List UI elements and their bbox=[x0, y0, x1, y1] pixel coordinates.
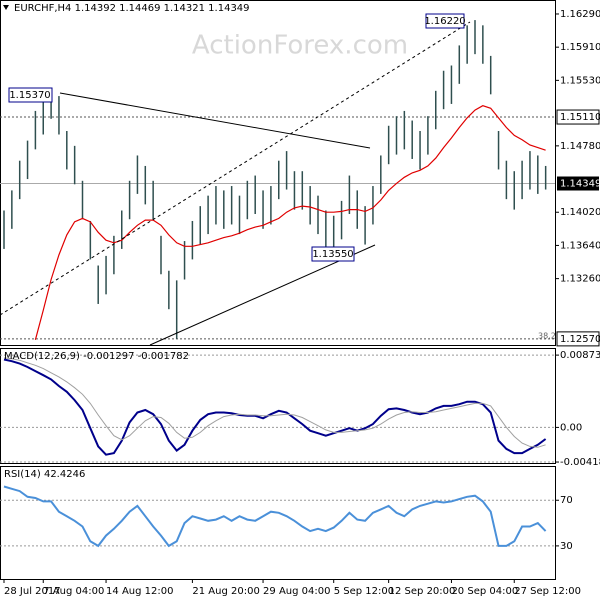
panel-frame bbox=[0, 466, 556, 580]
annotation: 1.13550 bbox=[312, 249, 353, 260]
panel-title: MACD(12,26,9) -0.001297 -0.001782 bbox=[4, 351, 189, 362]
watermark: ActionForex.com bbox=[192, 31, 408, 61]
y-tick-label: 1.13260 bbox=[560, 274, 600, 285]
dropdown-icon bbox=[3, 5, 9, 10]
annotation: 1.15370 bbox=[9, 90, 50, 101]
x-tick-label: 7 Aug 04:00 bbox=[43, 586, 104, 597]
annotation: 1.16220 bbox=[424, 16, 465, 27]
line bbox=[3, 357, 546, 448]
current-price-box bbox=[557, 176, 599, 191]
panel-title: RSI(14) 42.4246 bbox=[4, 469, 85, 480]
y-tick-label: 30 bbox=[560, 541, 573, 552]
x-tick-label: 27 Sep 12:00 bbox=[514, 586, 581, 597]
y-tick-label: 1.15530 bbox=[560, 75, 600, 86]
x-tick-label: 5 Sep 12:00 bbox=[334, 586, 394, 597]
y-tick-label: -0.004184 bbox=[560, 457, 600, 468]
line bbox=[34, 105, 546, 340]
y-tick-label: 0.00 bbox=[560, 422, 582, 433]
line bbox=[3, 485, 547, 548]
channel-line bbox=[0, 21, 471, 316]
x-tick-label: 14 Aug 12:00 bbox=[106, 586, 173, 597]
y-tick-label: 1.16290 bbox=[560, 9, 600, 20]
x-tick-label: 12 Sep 20:00 bbox=[389, 586, 456, 597]
y-tick-label: 0.008732 bbox=[560, 350, 600, 361]
annotation-box bbox=[425, 13, 465, 29]
level-box bbox=[556, 331, 600, 347]
y-tick-label: 1.14780 bbox=[560, 141, 600, 152]
x-tick-label: 21 Aug 20:00 bbox=[192, 586, 259, 597]
chart-title: EURCHF,H4 1.14392 1.14469 1.14321 1.1434… bbox=[14, 3, 250, 14]
y-tick-label: 1.13640 bbox=[560, 240, 600, 251]
x-tick-label: 28 Jul 2017 bbox=[4, 586, 61, 597]
y-tick-label: 1.15910 bbox=[560, 42, 600, 53]
annotation-box bbox=[8, 87, 53, 103]
panel-frame bbox=[0, 0, 556, 346]
y-tick-label: 1.14020 bbox=[560, 207, 600, 218]
level-label: 1.12570 bbox=[560, 334, 600, 345]
level-box bbox=[556, 109, 600, 125]
annotation-box bbox=[311, 246, 355, 262]
x-tick-label: 20 Sep 04:00 bbox=[451, 586, 518, 597]
panel-frame bbox=[0, 348, 556, 464]
line bbox=[3, 358, 547, 456]
level-label: 1.15110 bbox=[560, 112, 600, 123]
x-tick-label: 29 Aug 04:00 bbox=[263, 586, 330, 597]
y-tick-label: 70 bbox=[560, 495, 573, 506]
annotation: 38.2 bbox=[538, 332, 556, 341]
trendline bbox=[59, 92, 371, 149]
current-price-label: 1.14349 bbox=[560, 179, 600, 190]
trendline bbox=[149, 244, 376, 346]
